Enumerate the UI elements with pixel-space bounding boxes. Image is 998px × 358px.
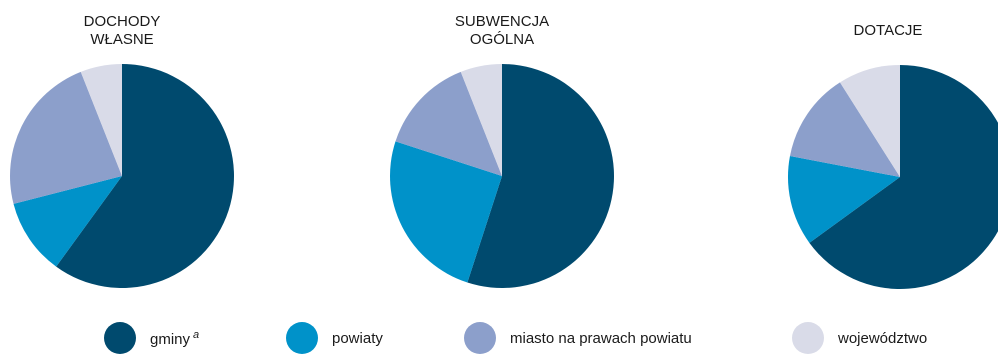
pie-title-subwencja: SUBWENCJA OGÓLNA — [454, 13, 550, 48]
legend-label-wojewodztwo: województwo — [838, 329, 928, 347]
legend-label-powiaty: powiaty — [332, 329, 383, 347]
pie-svg — [9, 64, 998, 289]
pie-slice-subwencja-ogolna-gminy — [467, 64, 614, 288]
legend-item-powiaty: powiaty — [286, 318, 383, 358]
legend-label-miasto: miasto na prawach powiatu — [510, 329, 692, 347]
pie-slice-dochody-wlasne-miasto — [9, 71, 122, 204]
pie-slice-dochody-wlasne-wojewodztwo — [80, 64, 122, 176]
legend-swatch-gminy — [104, 322, 136, 354]
pie-slice-dotacje-gminy — [809, 65, 998, 289]
pie-slice-dochody-wlasne-powiaty — [13, 176, 123, 267]
pie-slice-dotacje-miasto — [789, 82, 900, 177]
legend-item-wojewodztwo: województwo — [792, 318, 927, 358]
pie-slice-subwencja-ogolna-powiaty — [390, 141, 502, 283]
legend-item-gminy: gminy a — [104, 318, 199, 358]
legend: gminy a powiaty miasto na prawach powiatu… — [0, 318, 998, 358]
legend-footnote-marker: a — [193, 328, 200, 341]
legend-label-gminy: gminy a — [150, 328, 200, 348]
pie-title-dotacje: DOTACJE — [853, 22, 923, 39]
pie-slice-dotacje-powiaty — [788, 156, 900, 243]
legend-swatch-miasto — [464, 322, 496, 354]
legend-item-miasto: miasto na prawach powiatu — [464, 318, 692, 358]
pie-slice-subwencja-ogolna-wojewodztwo — [460, 64, 502, 176]
pie-slice-subwencja-ogolna-miasto — [395, 71, 502, 176]
pie-slice-dotacje-wojewodztwo — [839, 65, 900, 177]
pie-title-dochody: DOCHODY WŁASNE — [83, 13, 161, 48]
legend-swatch-wojewodztwo — [792, 322, 824, 354]
pie-slice-dochody-wlasne-gminy — [56, 64, 235, 288]
legend-swatch-powiaty — [286, 322, 318, 354]
